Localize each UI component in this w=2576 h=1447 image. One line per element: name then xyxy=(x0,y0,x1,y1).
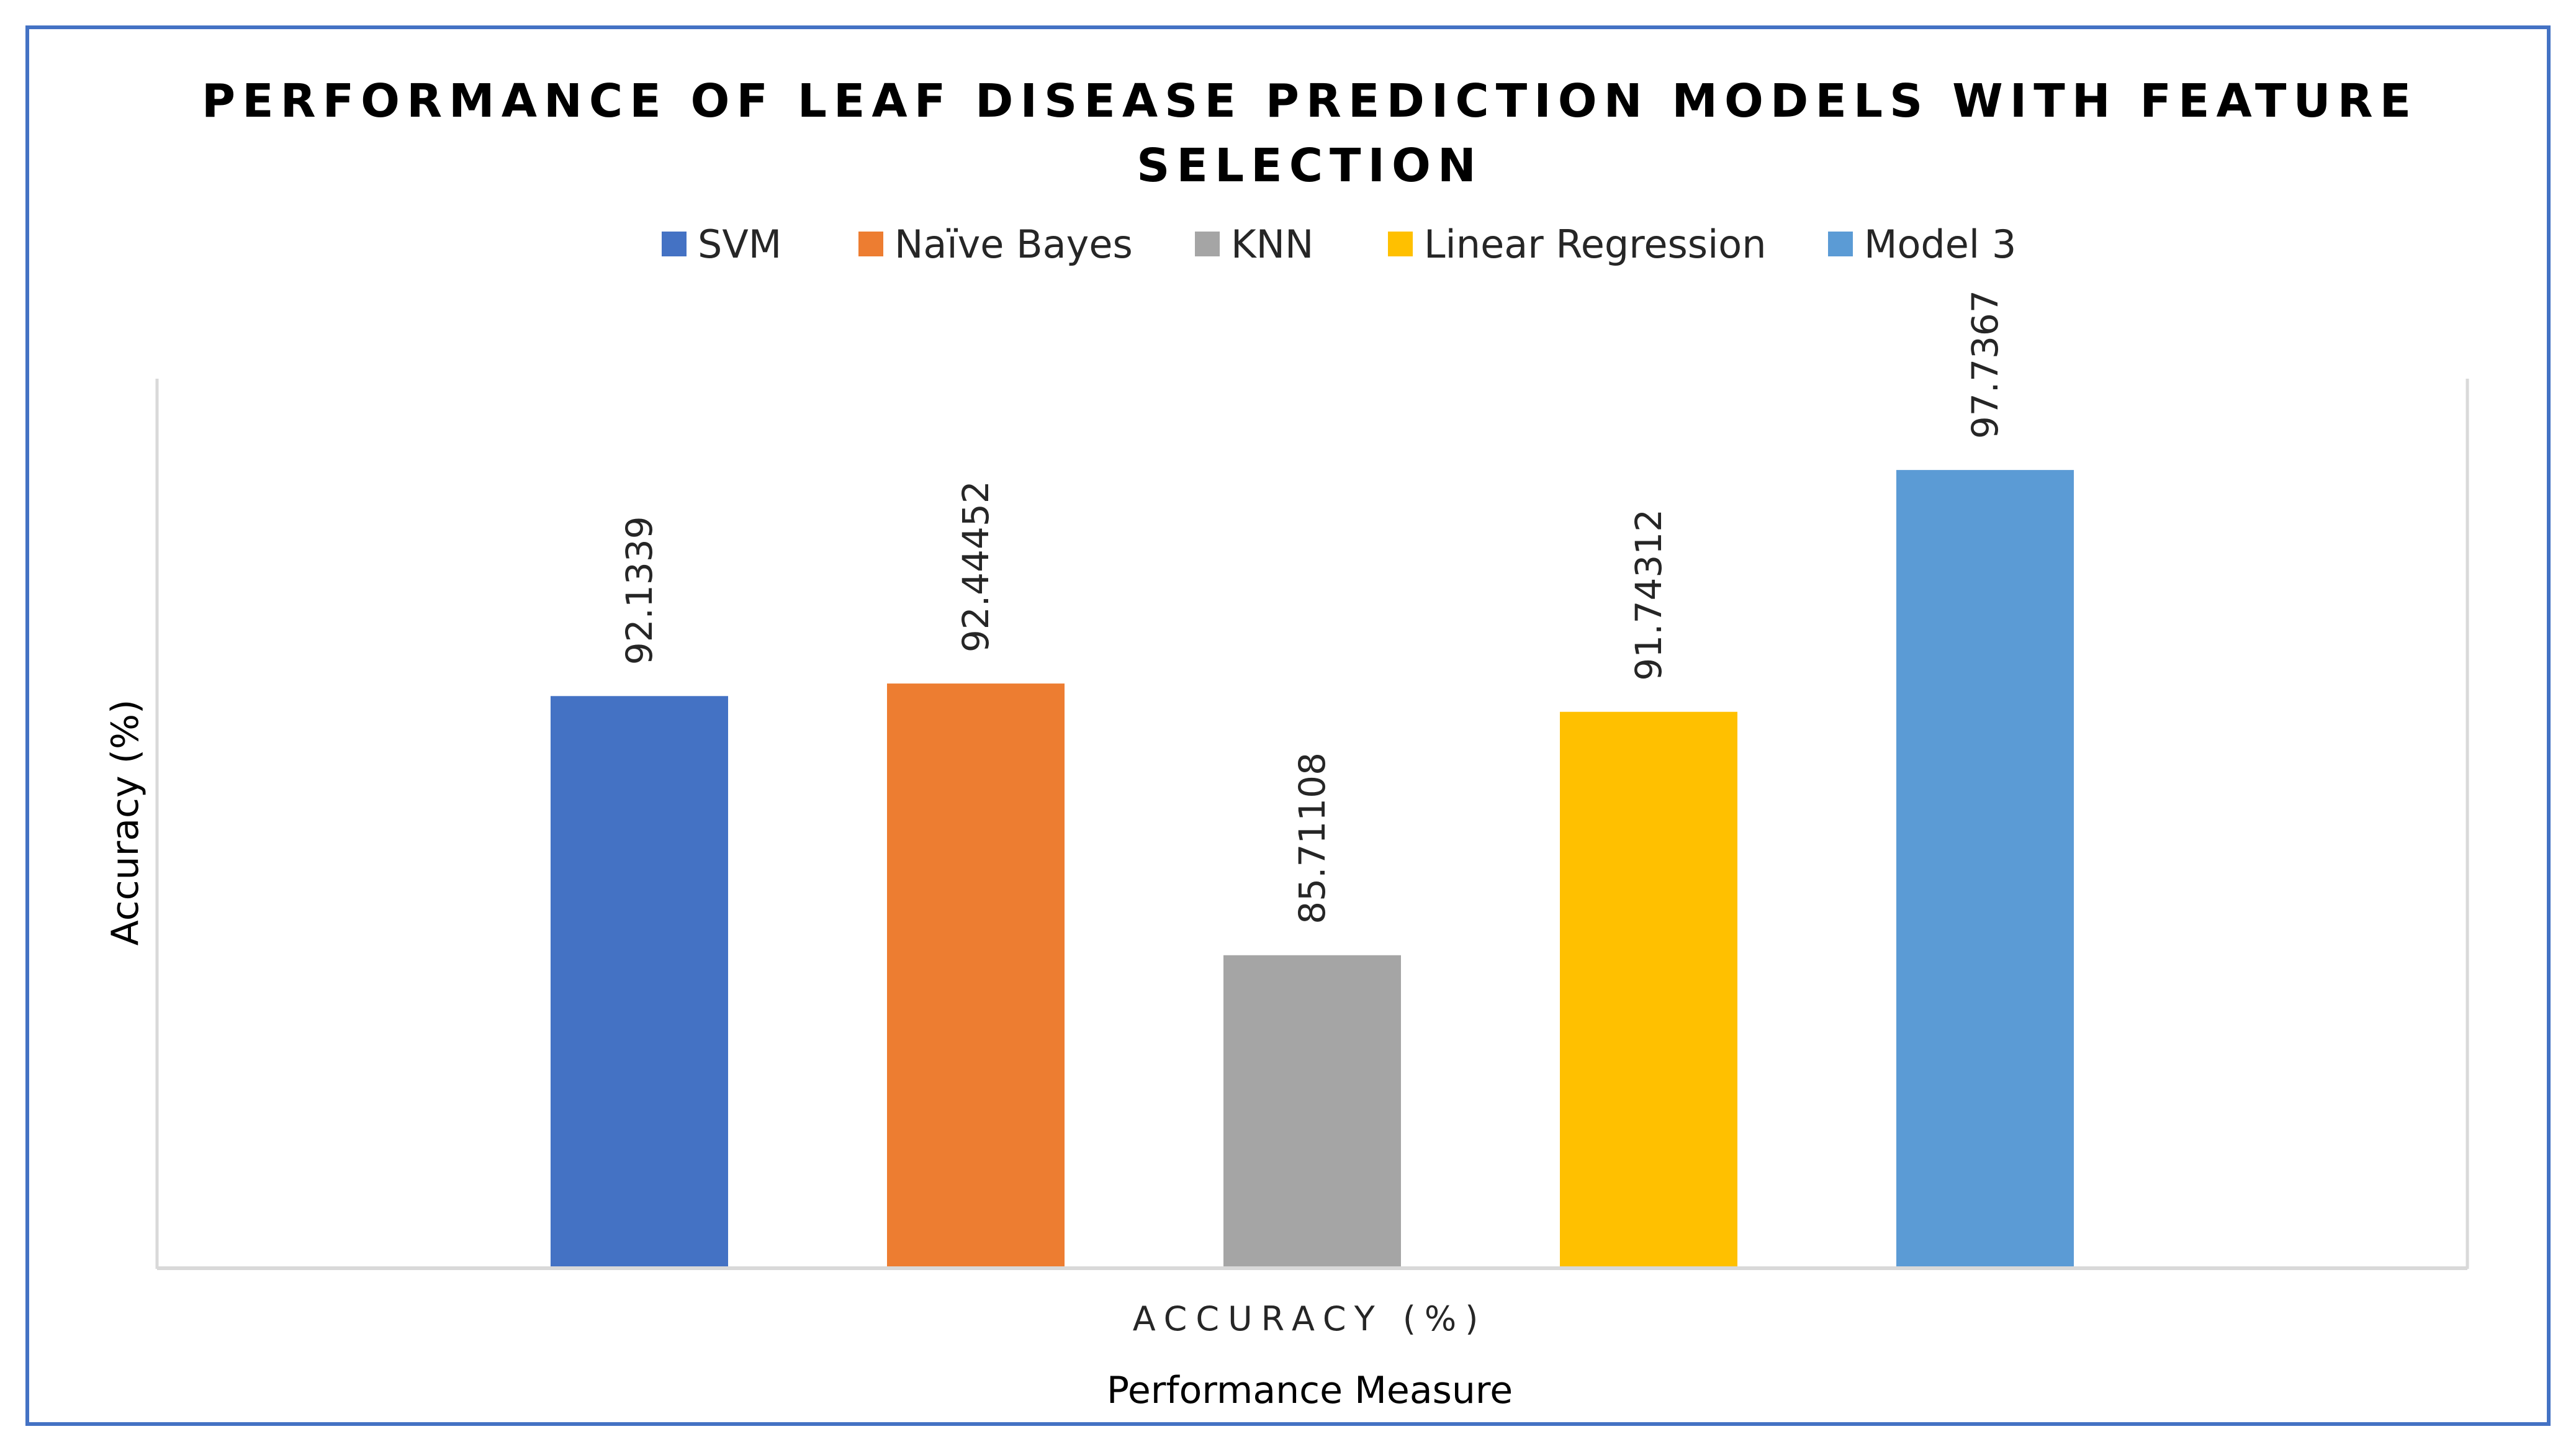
legend-label-knn: KNN xyxy=(1231,222,1313,267)
value-label-knn: 85.71108 xyxy=(1291,752,1333,924)
legend-label-linear-regression: Linear Regression xyxy=(1424,222,1767,267)
legend-swatch-linear-regression xyxy=(1388,232,1413,256)
value-label-na-ve-bayes: 92.44452 xyxy=(955,480,997,652)
legend-swatch-knn xyxy=(1195,232,1220,256)
bar-linear-regression xyxy=(1560,711,1737,1266)
x-axis-title: Performance Measure xyxy=(1107,1369,1513,1412)
bar-knn xyxy=(1223,955,1401,1266)
bar-svm xyxy=(551,696,728,1266)
value-label-svm: 92.1339 xyxy=(618,516,660,665)
bar-model-3 xyxy=(1896,470,2074,1266)
legend-label-model-3: Model 3 xyxy=(1864,222,2016,267)
bar-na-ve-bayes xyxy=(887,683,1065,1266)
legend-label-svm: SVM xyxy=(698,222,781,267)
y-axis-title: Accuracy (%) xyxy=(104,700,147,946)
bars-group xyxy=(551,470,2074,1266)
legend-swatch-svm xyxy=(662,232,687,256)
legend-swatch-na-ve-bayes xyxy=(858,232,883,256)
chart-title-line-1: PERFORMANCE OF LEAF DISEASE PREDICTION M… xyxy=(202,74,2418,128)
value-label-linear-regression: 91.74312 xyxy=(1628,509,1670,681)
value-labels-group: 92.1339 92.44452 85.71108 91.74312 97.7367 xyxy=(618,290,2006,924)
legend-swatch-model-3 xyxy=(1828,232,1853,256)
chart-frame xyxy=(25,25,2551,1426)
legend-label-na-ve-bayes: Naïve Bayes xyxy=(894,222,1133,267)
x-category-label: ACCURACY (%) xyxy=(1133,1299,1487,1338)
chart-title-line-2: SELECTION xyxy=(1137,139,1483,192)
legend: SVM Naïve Bayes KNN Linear Regression Model … xyxy=(662,222,2016,267)
value-label-model-3: 97.7367 xyxy=(1964,290,2006,439)
